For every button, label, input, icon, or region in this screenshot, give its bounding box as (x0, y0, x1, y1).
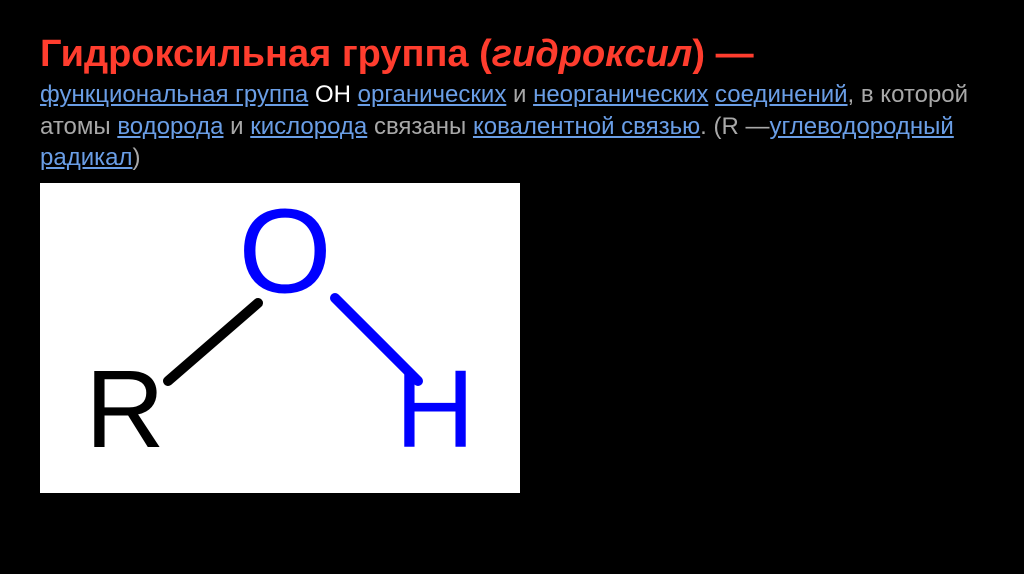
molecule-diagram: ROH (40, 183, 520, 493)
atom-label-O: O (238, 185, 331, 319)
title-italic: гидроксил (492, 33, 693, 75)
definition-emphasis: OH (315, 81, 351, 108)
paren-close: ) — (692, 33, 753, 75)
definition-link: функциональная группа (40, 81, 308, 108)
definition-link: кислорода (250, 113, 367, 140)
title-main: Гидроксильная группа (40, 33, 469, 75)
atom-label-H: H (395, 348, 474, 471)
definition-link: неорганических (533, 81, 708, 108)
definition-text-span (351, 81, 358, 108)
definition-link: ковалентной связью (473, 113, 700, 140)
definition-text-span: и (506, 81, 533, 108)
molecule-svg: ROH (40, 183, 520, 493)
definition-link: органических (358, 81, 507, 108)
definition-link: соединений (715, 81, 848, 108)
definition-text-span (308, 81, 315, 108)
paren-open: ( (469, 33, 492, 75)
definition-text-span: . (R — (700, 113, 769, 140)
title-line: Гидроксильная группа (гидроксил) — (40, 30, 984, 79)
definition-text: функциональная группа OH органических и … (40, 79, 984, 173)
definition-link: водорода (117, 113, 223, 140)
atom-label-R: R (85, 348, 164, 471)
definition-text-span: ) (132, 144, 140, 171)
header-text-block: Гидроксильная группа (гидроксил) — функц… (0, 0, 1024, 183)
definition-text-span: и (223, 113, 250, 140)
definition-text-span: связаны (367, 113, 473, 140)
